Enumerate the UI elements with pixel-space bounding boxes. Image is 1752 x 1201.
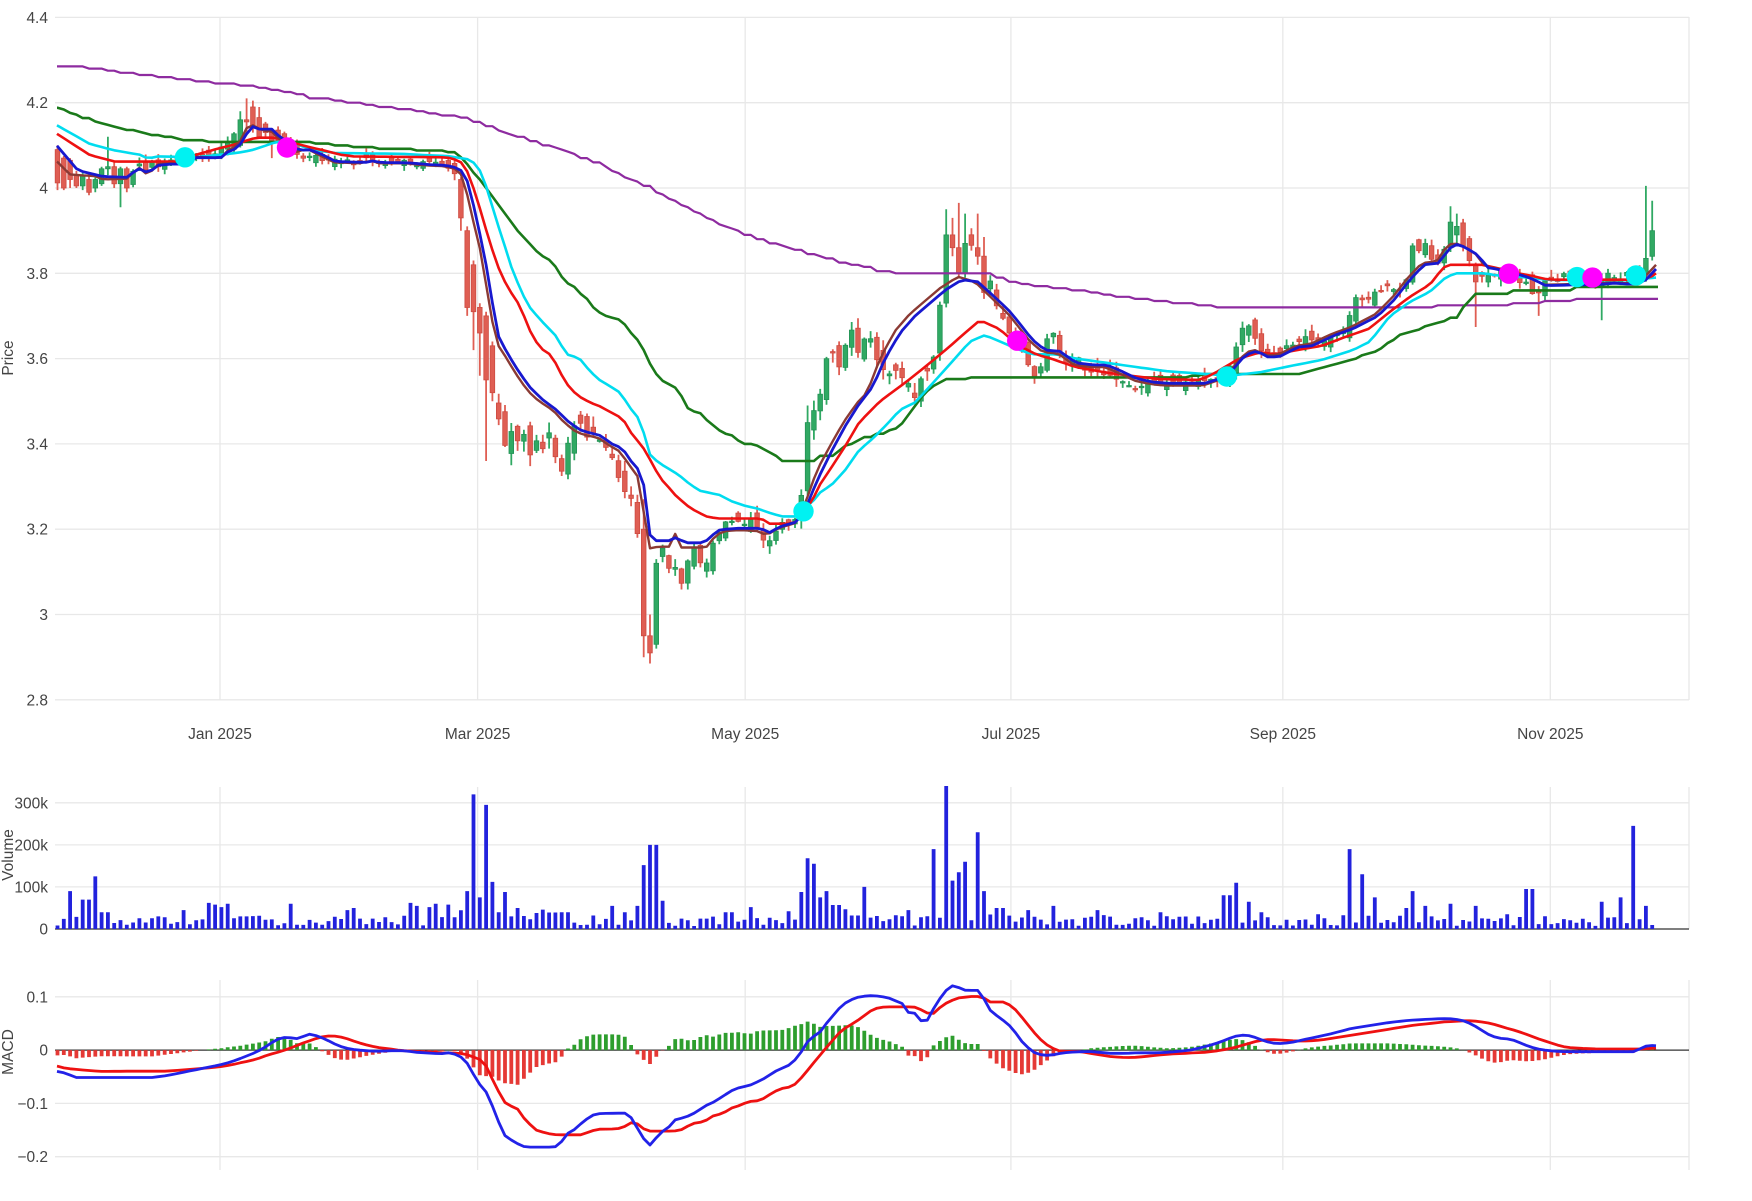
- svg-text:MACD: MACD: [0, 1029, 17, 1075]
- svg-text:3.6: 3.6: [26, 351, 48, 368]
- svg-text:0: 0: [39, 922, 48, 939]
- svg-text:Volume: Volume: [0, 829, 17, 881]
- svg-text:May 2025: May 2025: [711, 726, 779, 743]
- svg-text:Nov 2025: Nov 2025: [1517, 726, 1583, 743]
- svg-text:Mar 2025: Mar 2025: [445, 726, 510, 743]
- svg-text:3.2: 3.2: [26, 522, 48, 539]
- svg-text:−0.2: −0.2: [17, 1149, 48, 1166]
- svg-text:0.1: 0.1: [26, 989, 48, 1006]
- svg-text:−0.1: −0.1: [17, 1096, 48, 1113]
- svg-text:3.4: 3.4: [26, 436, 48, 453]
- svg-text:Sep 2025: Sep 2025: [1250, 726, 1316, 743]
- svg-text:2.8: 2.8: [26, 692, 48, 709]
- svg-text:Jan 2025: Jan 2025: [188, 726, 252, 743]
- svg-text:3: 3: [39, 607, 48, 624]
- svg-text:4: 4: [39, 181, 48, 198]
- svg-text:Price: Price: [0, 340, 17, 375]
- svg-text:Jul 2025: Jul 2025: [982, 726, 1041, 743]
- svg-text:4.2: 4.2: [26, 95, 48, 112]
- svg-text:0: 0: [39, 1043, 48, 1060]
- svg-text:200k: 200k: [14, 837, 48, 854]
- svg-text:3.8: 3.8: [26, 266, 48, 283]
- svg-text:300k: 300k: [14, 795, 48, 812]
- svg-text:4.4: 4.4: [26, 10, 48, 27]
- svg-text:100k: 100k: [14, 879, 48, 896]
